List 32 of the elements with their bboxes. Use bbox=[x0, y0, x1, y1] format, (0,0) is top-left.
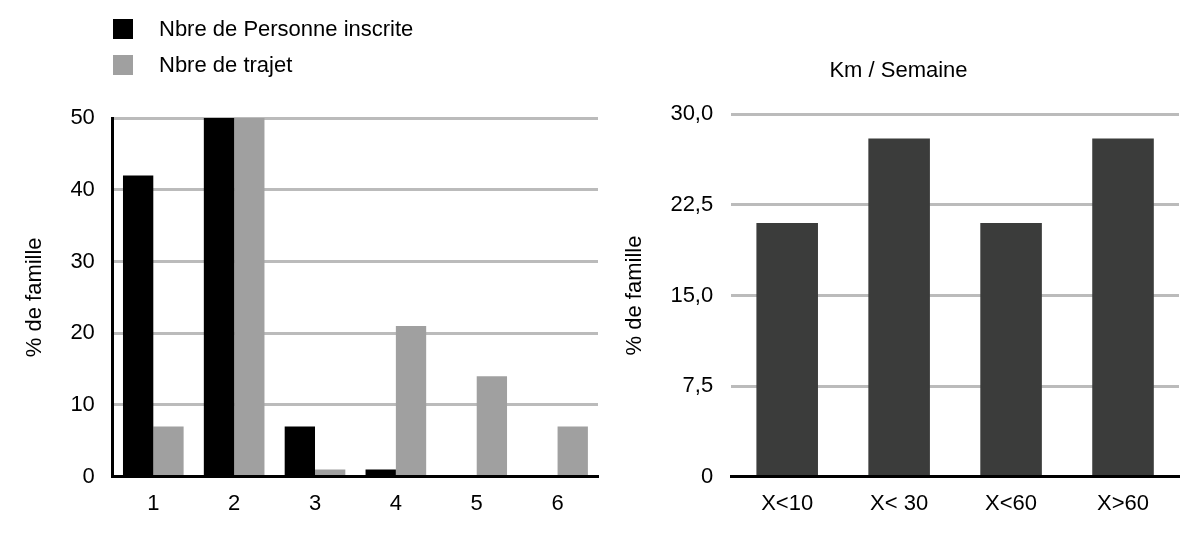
x-tick-label: X<10 bbox=[761, 489, 814, 515]
x-tick-label: X>60 bbox=[1097, 489, 1150, 515]
x-tick-label: X< 30 bbox=[870, 489, 929, 515]
y-tick-label: 10 bbox=[70, 390, 95, 416]
x-tick-label: X<60 bbox=[985, 489, 1038, 515]
x-tick-label: 4 bbox=[389, 489, 402, 515]
y-tick-label: 7,5 bbox=[682, 372, 714, 398]
legend-label: Nbre de Personne inscrite bbox=[159, 16, 414, 42]
bar bbox=[395, 325, 427, 476]
y-tick-label: 40 bbox=[70, 175, 95, 201]
x-tick-label: 2 bbox=[228, 489, 241, 515]
y-axis-title: % de famille bbox=[21, 237, 47, 358]
chart-title: Km / Semaine bbox=[829, 57, 968, 83]
legend-label: Nbre de trajet bbox=[159, 52, 293, 78]
bar bbox=[153, 426, 184, 476]
y-tick-label: 20 bbox=[70, 319, 95, 345]
y-tick-label: 30 bbox=[70, 247, 95, 273]
bar bbox=[476, 376, 508, 476]
y-tick-label: 22,5 bbox=[670, 191, 714, 217]
y-tick-label: 50 bbox=[70, 104, 95, 130]
y-tick-label: 15,0 bbox=[670, 281, 714, 307]
y-tick-label: 0 bbox=[700, 462, 714, 488]
x-tick-label: 6 bbox=[551, 489, 564, 515]
bar bbox=[234, 118, 265, 476]
x-tick-label: 5 bbox=[470, 489, 483, 515]
y-tick-label: 30,0 bbox=[670, 100, 714, 126]
y-axis-title: % de famille bbox=[621, 235, 647, 356]
y-tick-label: 0 bbox=[82, 462, 95, 488]
x-tick-label: 3 bbox=[308, 489, 322, 515]
bar bbox=[315, 469, 346, 476]
x-tick-label: 1 bbox=[147, 489, 160, 515]
bar bbox=[557, 426, 588, 476]
